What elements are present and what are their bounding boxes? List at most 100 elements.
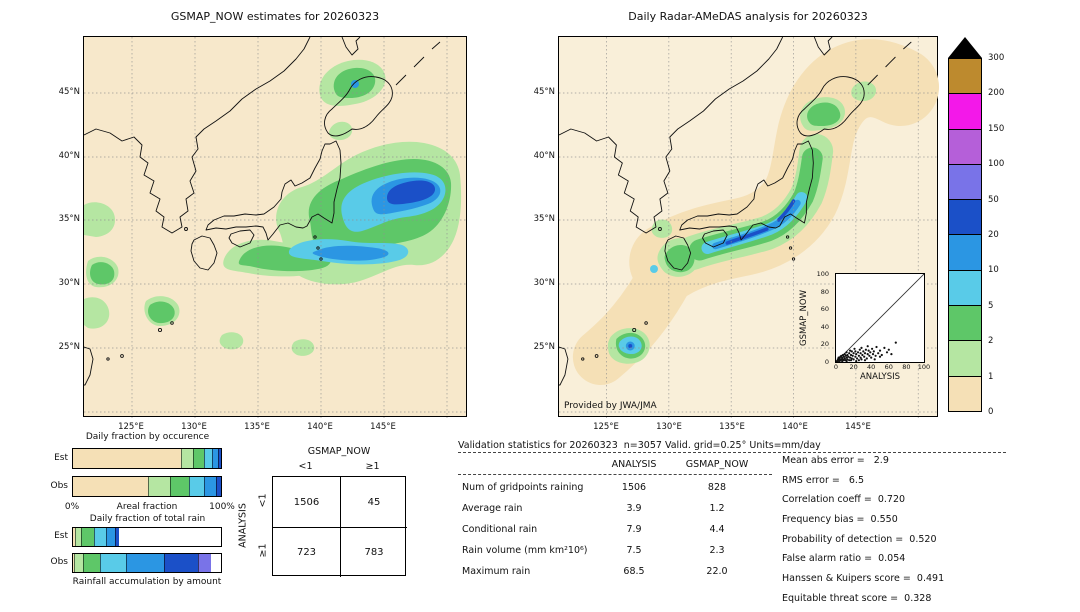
validation-row-label: Rain volume (mm km²10⁶) (462, 545, 588, 556)
occurrence-title: Daily fraction by occurence (85, 432, 210, 442)
validation-rule-mid (458, 474, 772, 475)
bar-segment (193, 449, 204, 468)
score-line: False alarm ratio = 0.054 (782, 553, 906, 564)
score-line: RMS error = 6.5 (782, 475, 864, 486)
amount-row-label-obs: Obs (50, 557, 69, 567)
bar-segment (215, 477, 221, 496)
lon-tick: 135°E (244, 422, 270, 432)
precip-shading-left (84, 59, 462, 356)
radar-precip-map (558, 36, 939, 418)
bar-segment (83, 554, 101, 572)
score-line: Equitable threat score = 0.328 (782, 593, 932, 604)
validation-value-gsmap: 2.3 (709, 545, 725, 556)
validation-rule-top (458, 452, 1006, 453)
occurrence-x0-label: 0% (64, 502, 80, 512)
bar-segment (74, 554, 84, 572)
lon-tick: 145°E (845, 422, 871, 432)
contingency-row-label-lt1: <1 (257, 493, 269, 508)
coastline-right (558, 36, 912, 386)
colorbar-segment (949, 340, 981, 376)
validation-value-gsmap: 22.0 (706, 566, 728, 577)
gridlines-left (84, 37, 468, 418)
colorbar-label: 2 (988, 336, 994, 346)
bar-segment (73, 528, 75, 546)
colorbar-label: 150 (988, 124, 1005, 134)
validation-row-label: Maximum rain (462, 566, 531, 577)
occurrence-xlabel: Areal fraction (116, 502, 178, 512)
bar-segment (188, 477, 204, 496)
score-line: Correlation coeff = 0.720 (782, 494, 906, 505)
lon-tick: 140°E (307, 422, 333, 432)
colorbar-label: 100 (988, 159, 1005, 169)
inset-ytick: 0 (824, 358, 829, 366)
colorbar-segment (949, 59, 981, 94)
inset-xlabel: ANALYSIS (859, 372, 901, 382)
amount-bar (72, 553, 222, 573)
validation-row-label: Num of gridpoints raining (462, 482, 584, 493)
colorbar-segment (949, 93, 981, 129)
bar-segment (100, 554, 127, 572)
inset-ytick: 100 (816, 270, 829, 278)
lat-tick: 40°N (58, 151, 80, 161)
bar-segment (203, 477, 216, 496)
contingency-row-title: ANALYSIS (237, 503, 249, 548)
colorbar-label: 200 (988, 88, 1005, 98)
inset-ytick: 20 (820, 340, 829, 349)
bar-segment (81, 528, 94, 546)
validation-value-analysis: 3.9 (626, 503, 642, 514)
lon-tick: 140°E (782, 422, 808, 432)
occurrence-row-label-est: Est (54, 453, 68, 463)
bar-segment (180, 449, 194, 468)
lat-tick: 30°N (58, 278, 80, 288)
validation-row-label: Average rain (462, 503, 523, 514)
inset-xtick: 100 (917, 363, 931, 371)
map-gsmap (83, 36, 468, 418)
bar-segment (203, 449, 212, 468)
amount-title: Daily fraction of total rain (89, 514, 206, 524)
amount-xlabel: Rainfall accumulation by amount (72, 577, 222, 587)
bar-segment (93, 528, 106, 546)
validation-col-gsmap: GSMAP_NOW (685, 459, 749, 470)
colorbar-segment (949, 128, 981, 164)
bar-segment (126, 554, 164, 572)
bar-segment (163, 554, 199, 572)
validation-row-label: Conditional rain (462, 524, 538, 535)
colorbar-segment (949, 234, 981, 270)
colorbar-segment (949, 269, 981, 306)
colorbar-label: 300 (988, 53, 1005, 63)
bar-segment (115, 528, 119, 546)
bar-segment (73, 449, 181, 468)
inset-ytick: 40 (820, 322, 829, 331)
validation-value-gsmap: 4.4 (709, 524, 725, 535)
inset-xtick: 40 (867, 363, 876, 371)
validation-value-gsmap: 828 (707, 482, 727, 493)
lat-tick: 25°N (58, 342, 80, 352)
inset-diagonal (835, 273, 925, 363)
right-map-title: Daily Radar-AMeDAS analysis for 20260323 (628, 10, 868, 23)
contingency-table: 1506 45 723 783 (272, 476, 407, 577)
lon-tick: 125°E (593, 422, 619, 432)
lat-tick: 25°N (533, 342, 555, 352)
contingency-row-label-ge1: ≥1 (257, 543, 269, 558)
colorbar-label: 10 (988, 265, 999, 275)
inset-ylabel: GSMAP_NOW (799, 290, 809, 346)
inset-xtick: 60 (884, 363, 893, 371)
colorbar-label: 1 (988, 372, 994, 382)
inset-xtick: 20 (849, 363, 858, 371)
lon-tick: 125°E (118, 422, 144, 432)
inset-xtick: 0 (833, 363, 839, 371)
colorbar-label: 5 (988, 301, 994, 311)
colorbar-segment (949, 375, 981, 411)
coastline-left (83, 36, 441, 386)
bar-segment (217, 449, 221, 468)
occurrence-bar (72, 448, 222, 469)
bar-segment (198, 554, 211, 572)
gridlines-right (559, 37, 939, 418)
contingency-cell: 783 (340, 527, 407, 577)
inset-xtick: 80 (902, 363, 911, 371)
inset-scatter-plot (835, 273, 925, 363)
credit-text: Provided by JWA/JMA (564, 401, 657, 411)
bar-segment (148, 477, 170, 496)
lat-tick: 45°N (58, 87, 80, 97)
validation-value-analysis: 7.5 (626, 545, 642, 556)
